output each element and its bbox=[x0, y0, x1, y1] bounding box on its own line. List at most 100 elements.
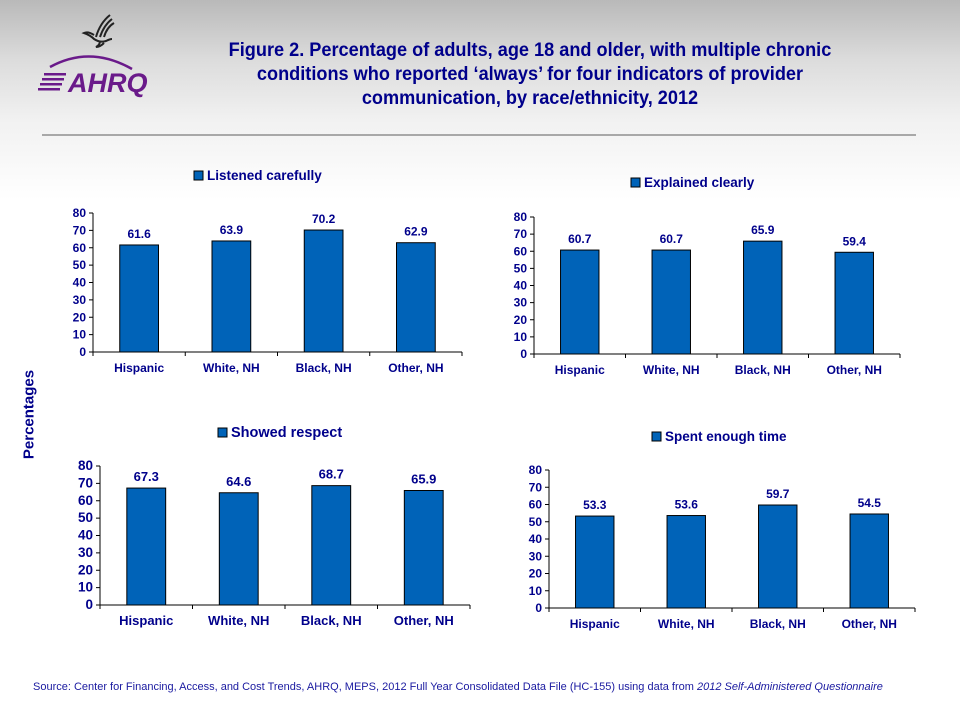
figure-title: Figure 2. Percentage of adults, age 18 a… bbox=[228, 39, 832, 109]
x-tick-label: Black, NH bbox=[750, 617, 806, 631]
data-label: 63.9 bbox=[220, 223, 244, 237]
x-tick-label: Hispanic bbox=[114, 361, 164, 375]
data-label: 60.7 bbox=[568, 232, 592, 246]
data-label: 53.6 bbox=[675, 498, 699, 512]
y-tick-label: 10 bbox=[78, 580, 93, 595]
y-tick-label: 0 bbox=[85, 597, 93, 612]
y-tick-label: 70 bbox=[514, 227, 528, 241]
bar bbox=[119, 244, 159, 353]
y-tick-label: 60 bbox=[514, 244, 528, 258]
source-note: Source: Center for Financing, Access, an… bbox=[33, 680, 933, 694]
ahrq-logo: AHRQ bbox=[38, 14, 148, 98]
data-label: 59.4 bbox=[843, 234, 867, 248]
legend-swatch bbox=[651, 431, 662, 442]
x-tick-label: Other, NH bbox=[394, 613, 454, 628]
bar bbox=[396, 242, 436, 353]
y-tick-label: 30 bbox=[529, 549, 543, 563]
legend-label: Explained clearly bbox=[644, 175, 755, 190]
y-tick-label: 40 bbox=[514, 279, 528, 293]
chart-explained-clearly: Explained clearly 0 10 20 30 40 50 60 70 80 60.7 Hi… bbox=[514, 175, 901, 377]
bar bbox=[311, 485, 352, 606]
y-tick-label: 10 bbox=[529, 584, 543, 598]
y-tick-label: 20 bbox=[514, 313, 528, 327]
y-tick-label: 20 bbox=[78, 562, 93, 577]
bar bbox=[849, 513, 889, 609]
y-tick-label: 50 bbox=[514, 261, 528, 275]
y-tick-label: 30 bbox=[514, 296, 528, 310]
bar bbox=[211, 240, 252, 353]
legend: Showed respect bbox=[217, 425, 342, 441]
y-tick-label: 60 bbox=[529, 498, 543, 512]
y-tick-label: 30 bbox=[78, 545, 93, 560]
y-tick-label: 0 bbox=[79, 345, 86, 359]
logo-text: AHRQ bbox=[67, 68, 148, 98]
x-tick-label: Other, NH bbox=[827, 363, 882, 377]
logo-arc bbox=[49, 55, 133, 71]
data-label: 68.7 bbox=[319, 467, 344, 482]
x-tick-label: White, NH bbox=[208, 613, 269, 628]
legend: Explained clearly bbox=[630, 175, 755, 190]
y-tick-label: 20 bbox=[529, 567, 543, 581]
legend-label: Spent enough time bbox=[665, 429, 787, 444]
source-text: Source: Center for Financing, Access, an… bbox=[33, 681, 697, 693]
y-tick-label: 50 bbox=[73, 258, 87, 272]
y-tick-label: 0 bbox=[535, 601, 542, 615]
x-tick-label: White, NH bbox=[643, 363, 700, 377]
data-label: 62.9 bbox=[404, 225, 428, 239]
y-tick-label: 50 bbox=[529, 515, 543, 529]
source-italic: 2012 Self-Administered Questionnaire bbox=[697, 681, 883, 693]
x-tick-label: Hispanic bbox=[570, 617, 620, 631]
x-tick-label: Other, NH bbox=[388, 361, 443, 375]
x-tick-label: White, NH bbox=[658, 617, 715, 631]
y-tick-label: 10 bbox=[73, 328, 87, 342]
y-tick-label: 40 bbox=[78, 528, 93, 543]
data-label: 70.2 bbox=[312, 212, 336, 226]
bar bbox=[303, 229, 344, 353]
data-label: 65.9 bbox=[751, 223, 775, 237]
bar bbox=[834, 251, 874, 355]
chart-spent-enough-time: Spent enough time 0 10 20 30 40 50 60 70 80 53.3 Hi… bbox=[529, 429, 916, 631]
chart-showed-respect: Showed respect 0 10 20 30 40 50 60 70 80 67.3 Hispa… bbox=[78, 425, 471, 628]
bar bbox=[666, 515, 706, 609]
data-label: 53.3 bbox=[583, 498, 607, 512]
y-tick-label: 40 bbox=[529, 532, 543, 546]
data-label: 59.7 bbox=[766, 487, 790, 501]
x-tick-label: Black, NH bbox=[735, 363, 791, 377]
legend-swatch bbox=[630, 177, 641, 188]
x-tick-label: Hispanic bbox=[119, 613, 173, 628]
x-tick-label: Black, NH bbox=[296, 361, 352, 375]
data-label: 65.9 bbox=[411, 471, 436, 486]
y-tick-label: 0 bbox=[520, 347, 527, 361]
legend-swatch bbox=[217, 427, 228, 438]
data-label: 61.6 bbox=[127, 227, 151, 241]
bar bbox=[575, 515, 615, 609]
legend-label: Listened carefully bbox=[207, 168, 322, 183]
y-tick-label: 30 bbox=[73, 293, 87, 307]
x-tick-label: Hispanic bbox=[555, 363, 605, 377]
bar bbox=[218, 492, 259, 606]
y-tick-label: 80 bbox=[514, 210, 528, 224]
y-tick-label: 40 bbox=[73, 276, 87, 290]
y-tick-label: 70 bbox=[529, 480, 543, 494]
y-tick-label: 50 bbox=[78, 510, 93, 525]
y-tick-label: 10 bbox=[514, 330, 528, 344]
y-tick-label: 60 bbox=[73, 241, 87, 255]
data-label: 54.5 bbox=[858, 496, 882, 510]
y-tick-label: 70 bbox=[73, 223, 87, 237]
bar bbox=[126, 487, 167, 606]
data-label: 64.6 bbox=[226, 474, 251, 489]
y-tick-label: 80 bbox=[73, 206, 87, 220]
data-label: 60.7 bbox=[660, 232, 684, 246]
bar bbox=[758, 504, 798, 609]
y-tick-label: 70 bbox=[78, 475, 93, 490]
legend-label: Showed respect bbox=[231, 425, 342, 441]
y-tick-label: 80 bbox=[78, 458, 93, 473]
data-label: 67.3 bbox=[134, 469, 159, 484]
y-tick-label: 60 bbox=[78, 493, 93, 508]
chart-listened-carefully: Listened carefully 0 10 20 30 40 50 60 70 80 61.6 H… bbox=[73, 168, 463, 375]
bar bbox=[403, 489, 444, 606]
x-tick-label: Other, NH bbox=[842, 617, 897, 631]
x-tick-label: Black, NH bbox=[301, 613, 362, 628]
bar bbox=[560, 249, 600, 355]
hhs-eagle-icon bbox=[81, 14, 115, 48]
